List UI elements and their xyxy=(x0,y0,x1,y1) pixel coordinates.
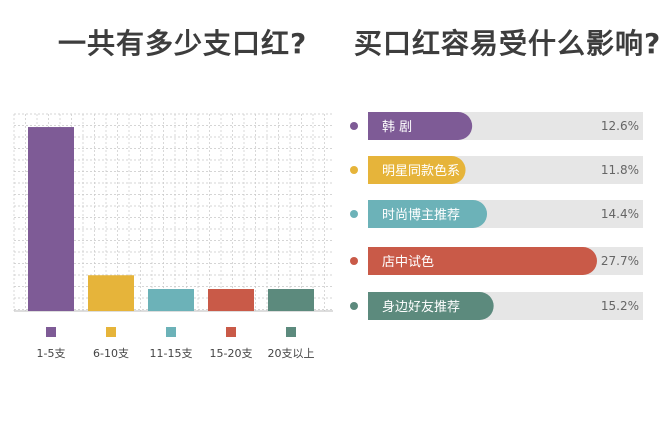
legend-swatch-4 xyxy=(226,327,236,337)
category-label-4: 15-20支 xyxy=(210,347,253,360)
left-chart-title: 一共有多少支口红? xyxy=(58,27,308,60)
hbar-category-label-2: 明星同款色系 xyxy=(382,163,460,179)
legend-swatch-2 xyxy=(106,327,116,337)
hbar-1 xyxy=(368,112,473,140)
row-dot-4 xyxy=(350,257,358,265)
hbar-category-label-5: 身边好友推荐 xyxy=(382,299,460,315)
lipstick-count-bar-chart: 78.7%1-5支15.3%6-10支3.5%11-15支0.8%15-20支1… xyxy=(13,113,333,360)
row-dot-3 xyxy=(350,210,358,218)
hbar-category-label-1: 韩 剧 xyxy=(382,120,412,135)
hbar-value-label-2: 11.8% xyxy=(601,163,639,177)
category-label-3: 11-15支 xyxy=(150,347,193,360)
bar-5 xyxy=(268,289,314,311)
bar-1 xyxy=(28,127,74,311)
legend-swatch-1 xyxy=(46,327,56,337)
category-label-1: 1-5支 xyxy=(37,347,66,360)
row-dot-2 xyxy=(350,166,358,174)
legend-swatch-5 xyxy=(286,327,296,337)
row-dot-5 xyxy=(350,302,358,310)
bar-2 xyxy=(88,275,134,311)
hbar-value-label-3: 14.4% xyxy=(601,207,639,221)
hbar-value-label-1: 12.6% xyxy=(601,119,639,133)
hbar-4 xyxy=(368,247,597,275)
hbar-value-label-5: 15.2% xyxy=(601,299,639,313)
category-label-2: 6-10支 xyxy=(93,347,129,360)
row-dot-1 xyxy=(350,122,358,130)
hbar-category-label-4: 店中试色 xyxy=(382,254,434,270)
legend-swatch-3 xyxy=(166,327,176,337)
bar-4 xyxy=(208,289,254,311)
hbar-5 xyxy=(368,292,494,320)
hbar-2 xyxy=(368,156,466,184)
hbar-3 xyxy=(368,200,488,228)
category-label-5: 20支以上 xyxy=(268,347,315,360)
right-chart-title: 买口红容易受什么影响? xyxy=(354,27,660,60)
bar-3 xyxy=(148,289,194,311)
hbar-value-label-4: 27.7% xyxy=(601,254,639,268)
hbar-category-label-3: 时尚博主推荐 xyxy=(382,208,460,223)
